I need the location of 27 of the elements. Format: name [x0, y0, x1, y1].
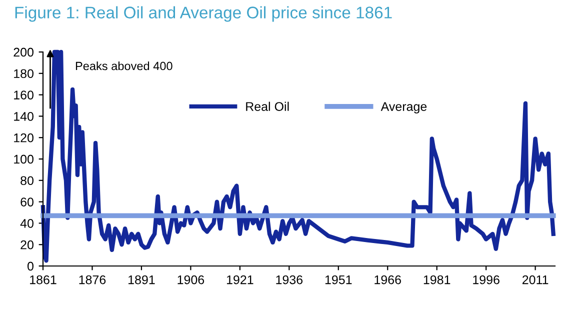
y-tick-label: 40 — [20, 219, 34, 228]
line-series — [40, 50, 556, 263]
y-tick-label: 160 — [14, 90, 34, 100]
x-tick-label: 1891 — [128, 275, 155, 284]
y-tick-label: 60 — [20, 198, 34, 206]
x-tick-label: 1996 — [473, 275, 500, 284]
x-tick-label: 2011 — [522, 275, 548, 284]
y-tick-label: 80 — [20, 176, 34, 186]
annotation: Peaks aboved 400 — [76, 62, 172, 70]
chart-title: Figure 1: Real Oil and Average Oil price since 1861 — [15, 6, 392, 22]
y-tick-label: 180 — [14, 69, 34, 78]
y-tick-label: 100 — [14, 154, 34, 164]
y-tick-label: 140 — [14, 112, 34, 121]
y-tick-label: 120 — [14, 133, 34, 142]
legend-label: Real Oil — [246, 102, 289, 111]
y-tick-label: 200 — [14, 48, 34, 57]
y-tick-label: 0 — [28, 262, 34, 271]
x-tick-label: 1981 — [424, 275, 450, 284]
x-tick-label: 1921 — [226, 275, 254, 284]
y-tick-label: 20 — [20, 240, 34, 250]
x-tick-label: 1951 — [325, 275, 352, 284]
legend-label: Average — [380, 102, 427, 114]
x-tick-label: 1906 — [178, 275, 204, 284]
x-tick-label: 1936 — [276, 275, 303, 284]
x-tick-label: 1876 — [79, 275, 106, 284]
x-tick-label: 1861 — [30, 275, 56, 284]
x-tick-label: 1966 — [374, 275, 401, 284]
